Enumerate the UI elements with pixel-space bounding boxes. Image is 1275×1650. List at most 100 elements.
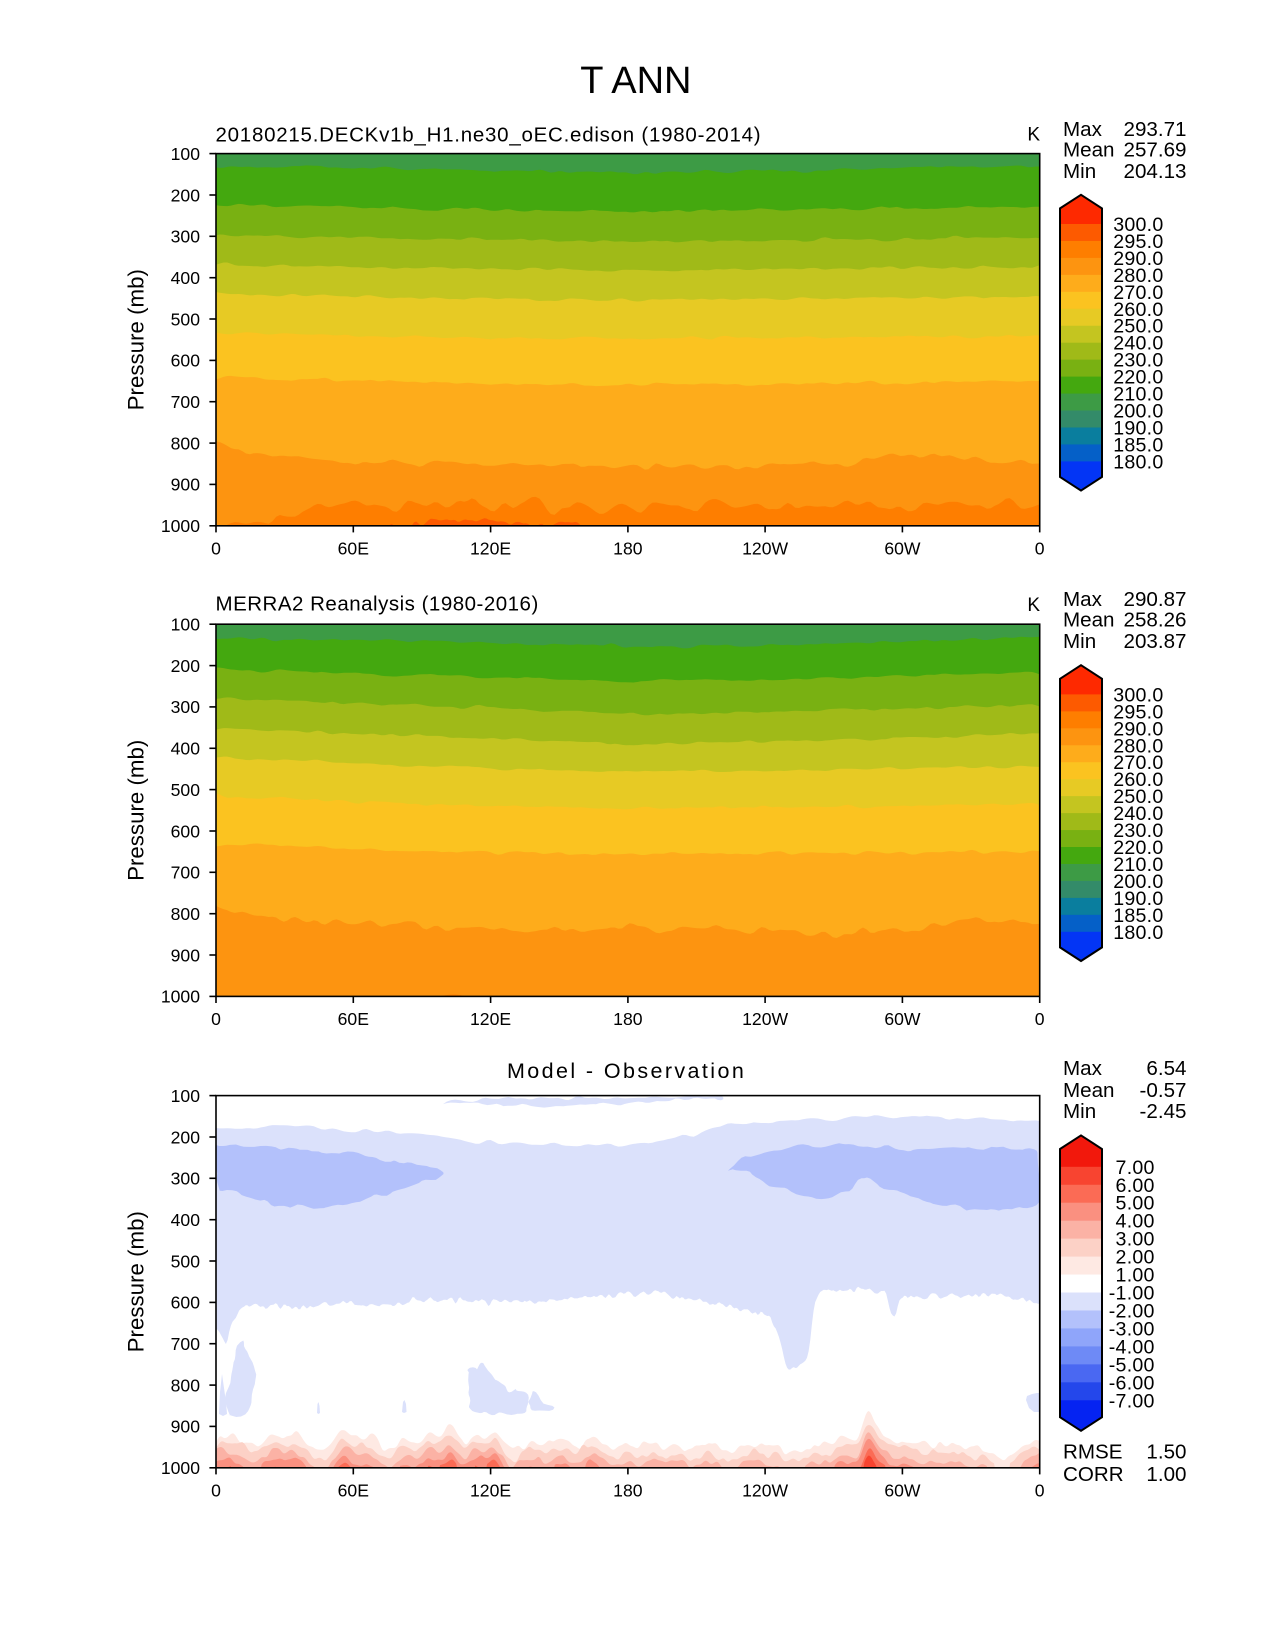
svg-text:900: 900 — [171, 1417, 201, 1437]
svg-text:300: 300 — [171, 697, 201, 717]
svg-text:Max: Max — [1063, 118, 1103, 141]
svg-text:120W: 120W — [742, 1480, 788, 1500]
svg-text:180.0: 180.0 — [1113, 451, 1163, 473]
svg-text:280.0: 280.0 — [1113, 735, 1163, 757]
svg-text:230.0: 230.0 — [1113, 350, 1163, 372]
svg-text:100: 100 — [171, 144, 201, 164]
svg-text:290.0: 290.0 — [1113, 718, 1163, 740]
svg-text:Pressure (mb): Pressure (mb) — [124, 1211, 149, 1352]
svg-text:Model - Observation: Model - Observation — [507, 1059, 746, 1083]
svg-text:120E: 120E — [470, 1009, 511, 1029]
svg-text:800: 800 — [171, 433, 201, 453]
svg-text:200.0: 200.0 — [1113, 871, 1163, 893]
svg-text:1000: 1000 — [161, 516, 200, 536]
svg-text:-4.00: -4.00 — [1109, 1336, 1155, 1358]
svg-text:K: K — [1027, 125, 1040, 146]
svg-text:Min: Min — [1063, 630, 1096, 653]
svg-text:700: 700 — [171, 392, 201, 412]
svg-text:K: K — [1027, 595, 1040, 616]
svg-text:500: 500 — [171, 780, 201, 800]
svg-text:210.0: 210.0 — [1113, 854, 1163, 876]
svg-text:290.0: 290.0 — [1113, 248, 1163, 270]
svg-text:120W: 120W — [742, 538, 788, 558]
svg-text:60E: 60E — [338, 1480, 369, 1500]
svg-text:100: 100 — [171, 1086, 201, 1106]
svg-text:230.0: 230.0 — [1113, 820, 1163, 842]
svg-text:1000: 1000 — [161, 1458, 200, 1478]
svg-text:120E: 120E — [470, 538, 511, 558]
svg-text:Mean: Mean — [1063, 1079, 1115, 1102]
svg-text:1000: 1000 — [161, 987, 200, 1007]
svg-text:800: 800 — [171, 904, 201, 924]
svg-text:220.0: 220.0 — [1113, 837, 1163, 859]
svg-text:60W: 60W — [884, 1009, 921, 1029]
svg-text:400: 400 — [171, 1210, 201, 1230]
svg-text:100: 100 — [171, 615, 201, 635]
svg-text:-3.00: -3.00 — [1109, 1318, 1155, 1340]
svg-text:260.0: 260.0 — [1113, 769, 1163, 791]
svg-text:280.0: 280.0 — [1113, 265, 1163, 287]
svg-text:Pressure (mb): Pressure (mb) — [124, 269, 149, 410]
svg-text:0: 0 — [211, 1009, 221, 1029]
svg-text:60W: 60W — [884, 538, 921, 558]
svg-text:120W: 120W — [742, 1009, 788, 1029]
svg-text:180: 180 — [613, 1009, 643, 1029]
svg-text:0: 0 — [211, 1480, 221, 1500]
svg-text:293.71: 293.71 — [1124, 118, 1187, 141]
svg-text:5.00: 5.00 — [1116, 1193, 1155, 1215]
svg-text:Mean: Mean — [1063, 139, 1115, 162]
svg-text:400: 400 — [171, 739, 201, 759]
svg-text:60E: 60E — [338, 538, 369, 558]
svg-text:1.00: 1.00 — [1116, 1265, 1155, 1287]
svg-text:0: 0 — [211, 538, 221, 558]
svg-text:210.0: 210.0 — [1113, 384, 1163, 406]
svg-text:2.00: 2.00 — [1116, 1247, 1155, 1269]
svg-text:-6.00: -6.00 — [1109, 1372, 1155, 1394]
svg-text:60W: 60W — [884, 1480, 921, 1500]
svg-text:200: 200 — [171, 185, 201, 205]
svg-text:MERRA2 Reanalysis (1980-2016): MERRA2 Reanalysis (1980-2016) — [216, 593, 539, 616]
svg-text:600: 600 — [171, 821, 201, 841]
svg-text:800: 800 — [171, 1375, 201, 1395]
svg-text:295.0: 295.0 — [1113, 701, 1163, 723]
svg-text:240.0: 240.0 — [1113, 333, 1163, 355]
svg-text:190.0: 190.0 — [1113, 417, 1163, 439]
svg-text:203.87: 203.87 — [1124, 630, 1187, 653]
svg-text:200.0: 200.0 — [1113, 401, 1163, 423]
svg-text:200: 200 — [171, 656, 201, 676]
svg-text:250.0: 250.0 — [1113, 316, 1163, 338]
svg-text:-2.00: -2.00 — [1109, 1300, 1155, 1322]
svg-text:Min: Min — [1063, 1100, 1096, 1123]
svg-text:220.0: 220.0 — [1113, 367, 1163, 389]
svg-text:-1.00: -1.00 — [1109, 1283, 1155, 1305]
svg-text:204.13: 204.13 — [1124, 160, 1187, 183]
svg-text:600: 600 — [171, 1293, 201, 1313]
svg-text:900: 900 — [171, 475, 201, 495]
svg-text:900: 900 — [171, 945, 201, 965]
svg-text:500: 500 — [171, 1251, 201, 1271]
svg-text:700: 700 — [171, 863, 201, 883]
svg-text:Min: Min — [1063, 160, 1096, 183]
svg-text:0: 0 — [1035, 1480, 1045, 1500]
svg-text:295.0: 295.0 — [1113, 231, 1163, 253]
svg-text:250.0: 250.0 — [1113, 786, 1163, 808]
svg-text:120E: 120E — [470, 1480, 511, 1500]
svg-text:Max: Max — [1063, 1057, 1103, 1080]
svg-text:270.0: 270.0 — [1113, 752, 1163, 774]
svg-text:1.50: 1.50 — [1146, 1440, 1186, 1463]
svg-text:240.0: 240.0 — [1113, 803, 1163, 825]
svg-text:Mean: Mean — [1063, 609, 1115, 632]
svg-text:CORR: CORR — [1063, 1463, 1124, 1486]
svg-text:-5.00: -5.00 — [1109, 1354, 1155, 1376]
svg-text:-7.00: -7.00 — [1109, 1390, 1155, 1412]
svg-text:258.26: 258.26 — [1124, 609, 1187, 632]
svg-text:300.0: 300.0 — [1113, 684, 1163, 706]
svg-text:-2.45: -2.45 — [1140, 1100, 1187, 1123]
svg-text:Pressure (mb): Pressure (mb) — [124, 740, 149, 881]
svg-text:260.0: 260.0 — [1113, 299, 1163, 321]
svg-text:180: 180 — [613, 538, 643, 558]
svg-text:190.0: 190.0 — [1113, 888, 1163, 910]
svg-text:180: 180 — [613, 1480, 643, 1500]
svg-text:300: 300 — [171, 227, 201, 247]
svg-text:180.0: 180.0 — [1113, 922, 1163, 944]
